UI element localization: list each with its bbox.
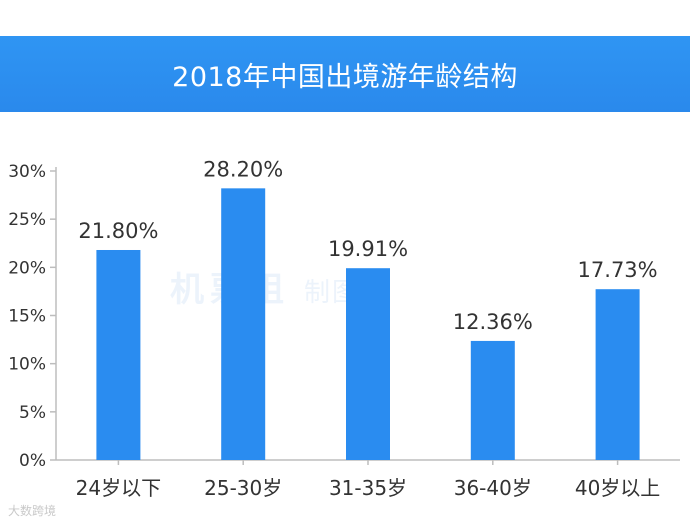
bar bbox=[470, 340, 515, 460]
bar-value-label: 19.91% bbox=[328, 237, 408, 261]
corner-watermark: 大数跨境 bbox=[8, 502, 56, 519]
bar bbox=[346, 268, 390, 460]
bar bbox=[221, 188, 266, 460]
y-tick-label: 25% bbox=[8, 210, 46, 230]
y-tick-label: 20% bbox=[8, 258, 46, 278]
y-tick-label: 30% bbox=[8, 162, 46, 182]
bar-value-label: 17.73% bbox=[578, 258, 658, 282]
y-tick-label: 10% bbox=[8, 355, 46, 375]
x-tick-label: 24岁以下 bbox=[76, 476, 161, 500]
y-tick-label: 0% bbox=[19, 451, 46, 471]
bar-chart: 0% 5% 10% 15% 20% 25% 30% 21.80% 24岁以下 28.20% 25-3… bbox=[8, 157, 680, 500]
x-tick-label: 40岁以上 bbox=[575, 476, 660, 500]
x-tick-label: 31-35岁 bbox=[329, 476, 407, 500]
chart-title: 2018年中国出境游年龄结构 bbox=[172, 61, 518, 93]
title-banner: 2018年中国出境游年龄结构 bbox=[0, 36, 690, 112]
corner-watermark-text: 大数跨境 bbox=[8, 504, 57, 518]
x-tick-label: 36-40岁 bbox=[454, 476, 532, 500]
x-tick-label: 25-30岁 bbox=[204, 476, 282, 500]
bar bbox=[595, 289, 640, 460]
bar-value-label: 28.20% bbox=[203, 157, 283, 181]
y-tick-label: 15% bbox=[8, 307, 46, 327]
bar bbox=[96, 249, 141, 460]
y-tick-label: 5% bbox=[19, 403, 46, 423]
bar-value-label: 12.36% bbox=[453, 310, 533, 334]
top-whitespace bbox=[0, 0, 690, 36]
bar-value-label: 21.80% bbox=[78, 219, 158, 243]
